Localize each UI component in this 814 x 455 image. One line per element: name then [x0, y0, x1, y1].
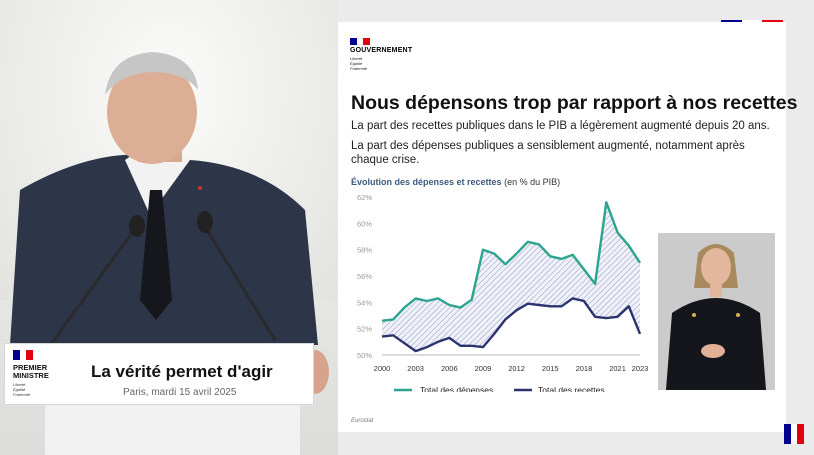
legend-label-recettes: Total des recettes	[538, 385, 605, 392]
gov-motto: Liberté Égalité Fraternité	[350, 56, 368, 71]
video-stage: PREMIER MINISTRE Liberté Égalité Fratern…	[0, 0, 338, 455]
french-flag-icon	[13, 350, 34, 360]
x-tick-label: 2015	[542, 364, 559, 373]
y-tick-label: 54%	[357, 298, 372, 307]
pm-logo-motto: Liberté Égalité Fraternité	[13, 382, 31, 397]
y-tick-label: 58%	[357, 246, 372, 255]
y-tick-label: 50%	[357, 351, 372, 360]
chart-title-unit: (en % du PIB)	[504, 177, 561, 187]
x-tick-label: 2009	[475, 364, 492, 373]
x-tick-label: 2023	[632, 364, 649, 373]
premier-ministre-logo: PREMIER MINISTRE Liberté Égalité Fratern…	[13, 350, 83, 402]
gap-area	[382, 202, 640, 352]
sign-language-interpreter	[658, 233, 775, 390]
x-tick-label: 2018	[576, 364, 593, 373]
y-tick-label: 56%	[357, 272, 372, 281]
slide-paragraph-1: La part des recettes publiques dans le P…	[351, 120, 770, 132]
slide-paragraph-2: La part des dépenses publiques a sensibl…	[351, 140, 745, 166]
series-line-depenses	[381, 201, 642, 322]
x-tick-label: 2003	[407, 364, 424, 373]
gouvernement-logo: GOUVERNEMENT Liberté Égalité Fraternité	[350, 38, 430, 78]
interpreter-figure	[658, 233, 775, 390]
legend-label-depenses: Total des dépenses	[420, 385, 493, 392]
french-flag-icon	[350, 38, 371, 45]
podium-subline: Paris, mardi 15 avril 2025	[123, 387, 237, 398]
line-chart: 50% 52% 54% 56% 58% 60% 62% 2000 2003 2006 2009 201…	[357, 193, 649, 392]
chart-title-main: Évolution des dépenses et recettes	[351, 177, 502, 187]
y-tick-label: 52%	[357, 325, 372, 334]
x-tick-label: 2006	[441, 364, 458, 373]
podium-headline: La vérité permet d'agir	[91, 362, 273, 381]
slide-title: Nous dépensons trop par rapport à nos re…	[351, 92, 798, 114]
gov-name: GOUVERNEMENT	[350, 47, 413, 54]
presentation-slide: GOUVERNEMENT Liberté Égalité Fraternité …	[338, 22, 797, 432]
podium-sign: PREMIER MINISTRE Liberté Égalité Fratern…	[4, 343, 314, 405]
y-tick-label: 62%	[357, 193, 372, 202]
y-tick-label: 60%	[357, 219, 372, 228]
x-tick-label: 2021	[609, 364, 626, 373]
pm-logo-title: PREMIER MINISTRE	[13, 363, 49, 380]
x-tick-label: 2000	[374, 364, 391, 373]
chart-title: Évolution des dépenses et recettes (en %…	[351, 177, 560, 187]
x-tick-label: 2012	[508, 364, 525, 373]
gap-area-tint	[382, 202, 640, 352]
corner-flag-icon	[784, 424, 804, 444]
series-line-recettes	[381, 297, 642, 353]
chart-source: Eurostat	[351, 418, 374, 424]
